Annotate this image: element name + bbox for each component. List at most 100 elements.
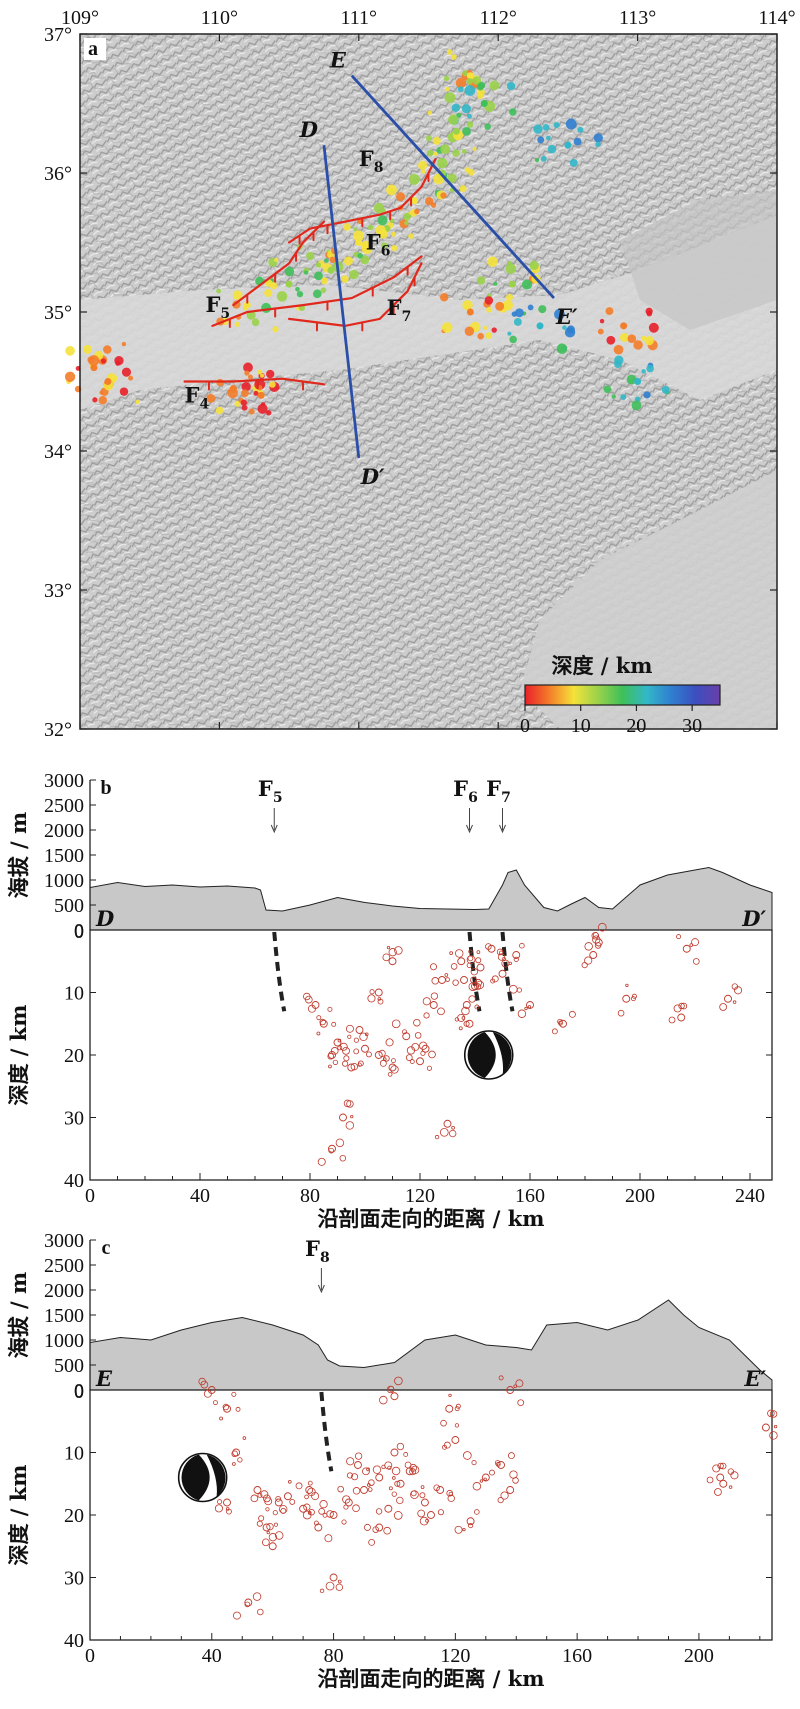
x-tick-label: 0 — [85, 1185, 95, 1207]
x-tick-label: 160 — [562, 1645, 592, 1667]
hypocenter — [266, 1530, 270, 1535]
epicenter-dot — [284, 266, 295, 277]
elev-tick-label: 2500 — [44, 795, 84, 817]
hypocenter — [524, 1006, 528, 1011]
hypocenter — [362, 1467, 370, 1476]
depth-axis-label: 深度 / km — [6, 1464, 31, 1565]
epicenter-dot — [646, 310, 653, 317]
depth-tick-label: 0 — [74, 921, 84, 943]
hypocenter — [330, 1047, 339, 1055]
epicenter-dot — [257, 369, 263, 375]
terrain-map[interactable] — [80, 34, 777, 729]
epicenter-dot — [241, 389, 249, 398]
hypocenter — [353, 1037, 359, 1043]
fault-marker-arrowhead — [499, 824, 506, 834]
hypocenter — [689, 943, 694, 947]
fault-marker-label: F5 — [258, 776, 283, 806]
epicenter-dot — [466, 72, 474, 80]
epicenter-dot — [461, 104, 471, 114]
epicenter-dot — [452, 127, 460, 135]
epicenter-dot — [614, 355, 624, 365]
hypocenter — [352, 1504, 360, 1513]
hypocenter — [719, 1462, 727, 1470]
hypocenter — [244, 1601, 251, 1608]
depth-tick-label: 30 — [64, 1108, 84, 1130]
hypocenter — [426, 1065, 432, 1071]
epicenter-dot — [455, 77, 467, 89]
hypocenter — [237, 1457, 243, 1463]
hypocenter — [304, 995, 313, 1004]
fault-dashed — [500, 931, 515, 1012]
epicenter-dot — [234, 400, 241, 407]
hypocenter — [430, 992, 439, 1000]
hypocenter — [414, 1032, 422, 1039]
hypocenter — [730, 1471, 739, 1480]
hypocenter — [455, 1403, 461, 1409]
hypocenter — [767, 1409, 775, 1418]
hypocenter — [268, 1533, 278, 1542]
epicenter-dot — [64, 371, 76, 382]
hypocenter — [346, 1024, 354, 1033]
epicenter-dot — [264, 288, 273, 298]
hypocenter — [409, 1059, 415, 1064]
hypocenter — [425, 1518, 429, 1523]
elevation-profile — [89, 1299, 773, 1391]
hypocenter — [260, 1490, 269, 1499]
hypocenter — [390, 1065, 399, 1074]
epicenter-dot — [489, 80, 500, 91]
hypocenter — [295, 1482, 303, 1490]
x-tick-label: 0 — [85, 1645, 95, 1667]
epicenter-dot — [272, 326, 279, 333]
epicenter-dot — [341, 275, 349, 283]
elev-tick-label: 3000 — [44, 1230, 84, 1252]
epicenter-dot — [542, 124, 550, 131]
epicenter-dot — [605, 307, 614, 316]
hypocenter — [491, 975, 499, 983]
hypocenter — [329, 1573, 338, 1582]
fault-label: F7 — [387, 295, 412, 325]
hypocenter — [342, 1060, 349, 1067]
hypocenter — [727, 1468, 735, 1475]
epicenter-dot — [206, 393, 216, 403]
hypocenter — [305, 1486, 314, 1494]
epicenter-dot — [266, 369, 275, 379]
epicenter-dot — [459, 185, 467, 193]
epicenter-dot — [257, 391, 265, 399]
hypocenter — [476, 963, 485, 972]
hypocenter — [319, 1588, 325, 1594]
hypocenter — [420, 1485, 425, 1489]
elev-tick-label: 1000 — [44, 870, 84, 892]
hypocenter — [625, 983, 629, 988]
epicenter-dot — [527, 304, 534, 311]
epicenter-dot — [573, 137, 582, 146]
hypocenter — [374, 988, 383, 997]
epicenter-dot — [538, 305, 547, 314]
epicenter-dot — [114, 355, 124, 366]
epicenter-dot — [306, 251, 315, 260]
panel-letter: b — [100, 777, 111, 799]
epicenter-dot — [92, 397, 98, 403]
hypocenter — [388, 948, 397, 957]
hypocenter — [231, 1391, 237, 1397]
hypocenter — [500, 1491, 509, 1500]
hypocenter — [419, 1041, 428, 1050]
hypocenter — [498, 969, 507, 978]
epicenter-dot — [285, 280, 293, 288]
epicenter-dot — [216, 378, 224, 387]
hypocenter — [517, 1399, 525, 1407]
map-frame — [79, 33, 778, 730]
colorbar-tick-label: 10 — [571, 715, 591, 737]
hypocenter — [692, 958, 700, 965]
hypocenter — [719, 1479, 728, 1488]
epicenter-dot — [269, 381, 276, 388]
epicenter-dot — [509, 108, 517, 116]
epicenter-dot — [626, 374, 637, 385]
hypocenter — [678, 1002, 685, 1010]
hypocenter — [328, 1147, 334, 1154]
hypocenter — [279, 1505, 288, 1514]
fault-marker-arrowhead — [466, 824, 473, 834]
epicenter-dot — [88, 355, 100, 366]
hypocenter — [391, 1019, 401, 1029]
epicenter-dot — [619, 332, 629, 342]
